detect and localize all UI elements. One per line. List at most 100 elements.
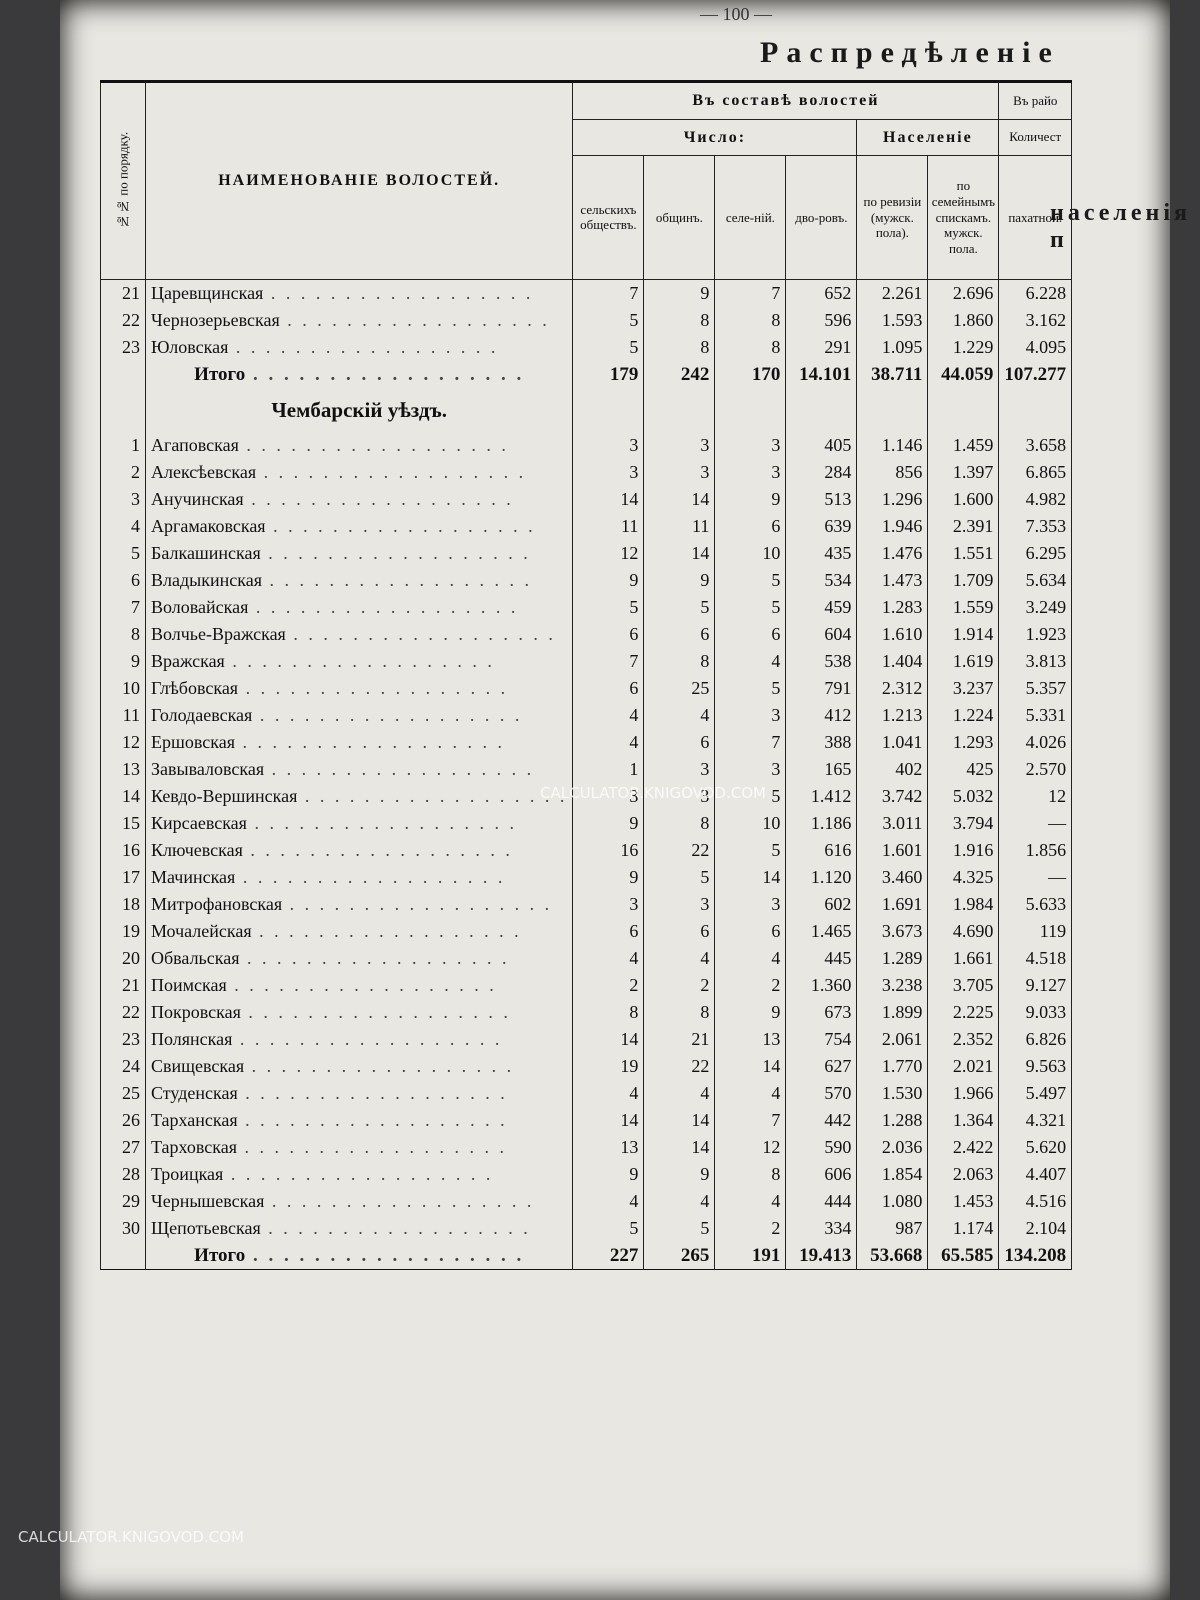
cell-value: 14 [643,540,716,567]
row-number: 11 [100,702,146,729]
cell-value: 4 [714,1080,787,1107]
cell-value: 6.826 [998,1026,1073,1053]
cell-value: 1.946 [856,513,929,540]
volost-name: Завываловская . . . . . . . . . . . . . … [144,756,574,783]
col-societies: сельскихъ обществъ. [572,154,645,281]
cell-value: 1.080 [856,1188,929,1215]
row-number: 21 [100,972,146,999]
row-number: 20 [100,945,146,972]
cell-value: 3 [714,459,787,486]
row: 29 Чернышевская . . . . . . . . . . . . .… [100,1188,1073,1215]
cell-value: 5 [643,594,716,621]
cell-value: 2.061 [856,1026,929,1053]
volost-name: Тарховская . . . . . . . . . . . . . . .… [144,1134,574,1161]
cell-value: 5 [714,594,787,621]
cell-value: 3 [643,432,716,459]
row: 19 Мочалейская . . . . . . . . . . . . . … [100,918,1073,945]
title: Распредѣленіе [760,36,1060,69]
cell-value: 1.559 [927,594,1000,621]
cell-value: 14 [643,1107,716,1134]
cell-value: 1.593 [856,307,929,334]
volost-name: Полянская . . . . . . . . . . . . . . . … [144,1026,574,1053]
total-value: 38.711 [856,361,929,388]
col-family: по семейнымъ спискамъ. мужск. пола. [927,154,1000,281]
cell [785,388,858,432]
col-right-group: Въ райо [998,81,1073,120]
cell [100,388,146,432]
cell-value: 22 [643,837,716,864]
cell-value: 2.063 [927,1161,1000,1188]
cell-value: 604 [785,621,858,648]
row-number: 14 [100,783,146,810]
cell-value: 627 [785,1053,858,1080]
cell-value: 8 [714,1161,787,1188]
row-number: 27 [100,1134,146,1161]
cell-value: 4 [643,1188,716,1215]
row-number: 1 [100,432,146,459]
volost-name: Кевдо-Вершинская . . . . . . . . . . . .… [144,783,574,810]
cell-value: 388 [785,729,858,756]
row: 4 Аргамаковская . . . . . . . . . . . . .… [100,513,1073,540]
col-arable: пахатной. [998,154,1073,281]
cell-value: 1.213 [856,702,929,729]
row: 16 Ключевская . . . . . . . . . . . . . .… [100,837,1073,864]
cell-value: 2.225 [927,999,1000,1026]
cell-value: 1.601 [856,837,929,864]
cell-value: 10 [714,810,787,837]
row-number: 9 [100,648,146,675]
cell [100,361,146,388]
cell-value: 2.036 [856,1134,929,1161]
col-count: Число: [572,118,858,156]
row-number: 17 [100,864,146,891]
cell-value: 14 [714,1053,787,1080]
cell-value: 10 [714,540,787,567]
cell-value: 6 [643,621,716,648]
row: 30 Щепотьевская . . . . . . . . . . . . .… [100,1215,1073,1242]
cell-value: 445 [785,945,858,972]
cell-value: 5 [714,783,787,810]
volost-name: Ершовская . . . . . . . . . . . . . . . … [144,729,574,756]
cell-value: 7 [714,1107,787,1134]
row-number: 23 [100,1026,146,1053]
section-row: Чембарскій уѣздъ. [100,388,1073,432]
cell-value: 1.174 [927,1215,1000,1242]
row: 3 Анучинская . . . . . . . . . . . . . . … [100,486,1073,513]
cell-value: 2.104 [998,1215,1073,1242]
col-yards: дво-ровъ. [785,154,858,281]
cell-value: 1.360 [785,972,858,999]
cell-value: 1.691 [856,891,929,918]
volost-name: Аргамаковская . . . . . . . . . . . . . … [144,513,574,540]
cell-value: 2.312 [856,675,929,702]
cell-value: 4 [714,945,787,972]
cell-value: 1.186 [785,810,858,837]
col-population: Населеніе [856,118,1000,156]
cell-value: 1.453 [927,1188,1000,1215]
row-number: 12 [100,729,146,756]
cell-value: 513 [785,486,858,513]
volost-name: Вражская . . . . . . . . . . . . . . . .… [144,648,574,675]
volost-name: Балкашинская . . . . . . . . . . . . . .… [144,540,574,567]
volost-name: Студенская . . . . . . . . . . . . . . .… [144,1080,574,1107]
cell-value: 3.813 [998,648,1073,675]
page-number: — 100 — [700,4,772,24]
cell-value: 14 [572,1026,645,1053]
row: 2 Алексѣевская . . . . . . . . . . . . . … [100,459,1073,486]
cell-value: 2.352 [927,1026,1000,1053]
row-number: 25 [100,1080,146,1107]
cell-value: 3.794 [927,810,1000,837]
cell-value: 3 [714,432,787,459]
cell-value: 1.619 [927,648,1000,675]
cell-value: 1.095 [856,334,929,361]
cell-value: 4 [643,945,716,972]
row: 26 Тарханская . . . . . . . . . . . . . .… [100,1107,1073,1134]
cell-value: 4 [643,702,716,729]
cell-value: 4.026 [998,729,1073,756]
cell-value: 459 [785,594,858,621]
cell-value: 1.860 [927,307,1000,334]
col-family-lists: по семейнымъ спискамъ. [931,178,996,225]
cell-value: 5 [643,1215,716,1242]
cell-value: 119 [998,918,1073,945]
cell-value: 2.391 [927,513,1000,540]
cell-value: 3 [572,432,645,459]
cell-value: 1.289 [856,945,929,972]
